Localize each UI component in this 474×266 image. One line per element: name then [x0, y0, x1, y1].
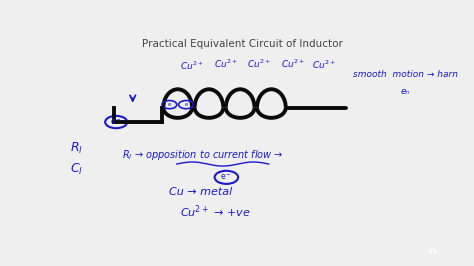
Text: Practical Equivalent Circuit of Inductor: Practical Equivalent Circuit of Inductor [143, 39, 343, 49]
Text: $R_l$: $R_l$ [70, 141, 83, 156]
Text: e$^-$: e$^-$ [220, 173, 232, 182]
Text: $C_l$: $C_l$ [70, 162, 83, 177]
Text: e: e [184, 102, 188, 107]
Text: Cu → metal: Cu → metal [169, 187, 233, 197]
Text: eₙ: eₙ [401, 87, 410, 96]
Text: Cu$^{2+}$: Cu$^{2+}$ [214, 57, 238, 70]
Text: Cu$^{2+}$: Cu$^{2+}$ [180, 60, 203, 72]
Text: Cu$^{2+}$: Cu$^{2+}$ [312, 59, 336, 71]
Text: Cu$^{2+}$: Cu$^{2+}$ [281, 57, 304, 70]
Text: smooth  motion → harn: smooth motion → harn [353, 70, 458, 80]
Text: Cu$^{2+}$: Cu$^{2+}$ [247, 57, 272, 70]
Text: $R_l$ → opposition to current flow →: $R_l$ → opposition to current flow → [122, 148, 283, 162]
Text: YT: YT [428, 249, 438, 255]
Text: Cu$^{2+}$ → +ve: Cu$^{2+}$ → +ve [181, 204, 251, 221]
Text: e: e [168, 102, 171, 107]
Text: e$^-$: e$^-$ [110, 117, 122, 127]
